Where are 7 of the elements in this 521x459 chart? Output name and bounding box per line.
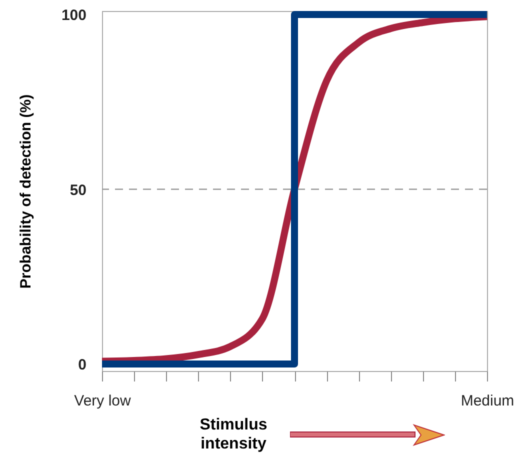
y-tick-label: 50 xyxy=(70,182,86,199)
x-axis-title: Stimulus intensity xyxy=(200,416,268,452)
x-tick-label: Very low xyxy=(74,392,132,410)
y-axis-title: Probability of detection (%) xyxy=(17,94,34,289)
y-tick-label: 100 xyxy=(61,6,86,24)
y-tick-label: 0 xyxy=(78,356,86,374)
x-tick-label: Medium xyxy=(460,392,514,410)
